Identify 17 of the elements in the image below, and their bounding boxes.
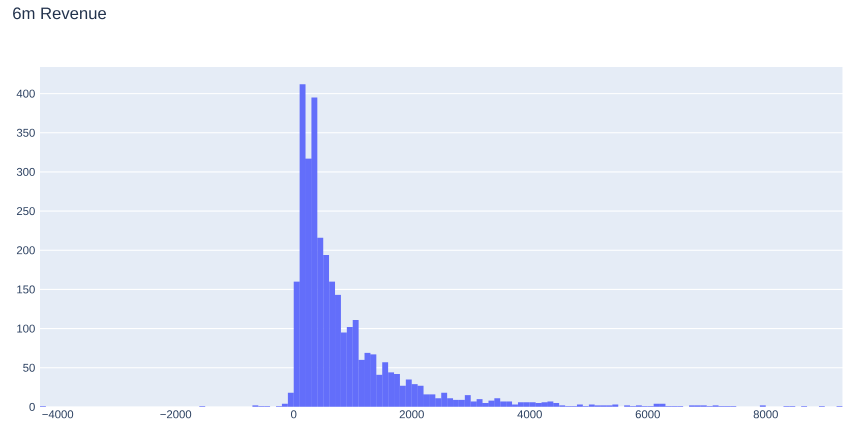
y-tick-label: 400 [16,90,35,98]
y-tick-label: 300 [16,168,35,176]
x-tick-label: 8000 [754,410,778,418]
y-tick-label: 0 [29,402,35,411]
y-tick-label: 150 [17,285,35,294]
y-tick-label: 200 [16,246,35,254]
x-tick-label: −2000 [160,410,192,418]
y-tick-label: 350 [16,128,35,137]
y-tick-label: 250 [16,207,35,216]
y-tick-label: 50 [23,364,35,372]
x-tick-label: 6000 [636,410,660,418]
x-tick-label: 0 [291,410,296,418]
y-tick-label: 100 [17,324,35,333]
x-tick-label: 4000 [517,410,542,418]
x-tick-label: 2000 [400,410,424,418]
chart-title: 6m Revenue [13,7,106,20]
x-tick-label: −4000 [42,410,74,418]
